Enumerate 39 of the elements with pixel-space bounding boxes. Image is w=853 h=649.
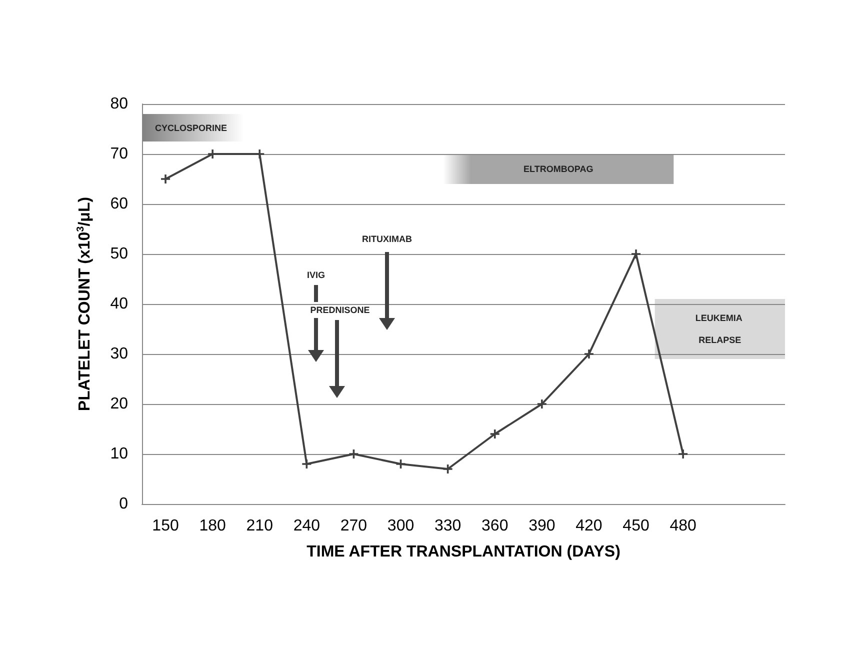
x-tick-label: 150 [152, 518, 179, 534]
y-tick-label: 30 [110, 346, 128, 362]
x-tick-label: 420 [576, 518, 602, 534]
annotation: RITUXIMAB [362, 234, 412, 244]
x-axis-title: TIME AFTER TRANSPLANTATION (DAYS) [306, 544, 620, 560]
y-tick-label: 40 [110, 296, 128, 312]
x-tick-label: 480 [670, 518, 697, 534]
text: LEUKEMIA RELAPSE [695, 313, 742, 345]
band-label: ELTROMBOPAG [524, 164, 594, 174]
x-tick-label: 390 [528, 518, 556, 534]
y-tick-label: 80 [110, 96, 128, 112]
y-tick-label: 70 [110, 146, 128, 162]
y-tick-label: 20 [110, 396, 128, 412]
point [537, 400, 546, 408]
point [443, 464, 452, 474]
point [632, 250, 641, 258]
y-tick-label: 0 [119, 496, 128, 512]
y-tick-label: 10 [110, 446, 128, 462]
band-label: CYCLOSPORINE [155, 122, 228, 133]
point [490, 430, 500, 438]
x-tick-label: 210 [246, 518, 274, 534]
x-tick-label: 360 [482, 518, 508, 534]
x-tick-label: 330 [434, 518, 462, 534]
x-tick-label: 300 [387, 518, 414, 534]
y-tick-label: 60 [110, 196, 128, 212]
x-tick-label: 270 [340, 518, 368, 534]
x-tick-label: 180 [199, 518, 226, 534]
annotation: IVIG [306, 270, 326, 280]
point [584, 350, 594, 358]
point [396, 460, 406, 468]
point [678, 450, 688, 458]
y-axis-title: PLATELET COUNT (x103/μL) [76, 196, 94, 412]
point [161, 174, 170, 184]
y-tick-label: 50 [110, 246, 128, 262]
point [349, 450, 358, 458]
annotation: PREDNISONE [310, 305, 370, 315]
point [302, 460, 312, 468]
x-tick-label: 450 [622, 518, 650, 534]
x-tick-label: 240 [293, 518, 320, 534]
